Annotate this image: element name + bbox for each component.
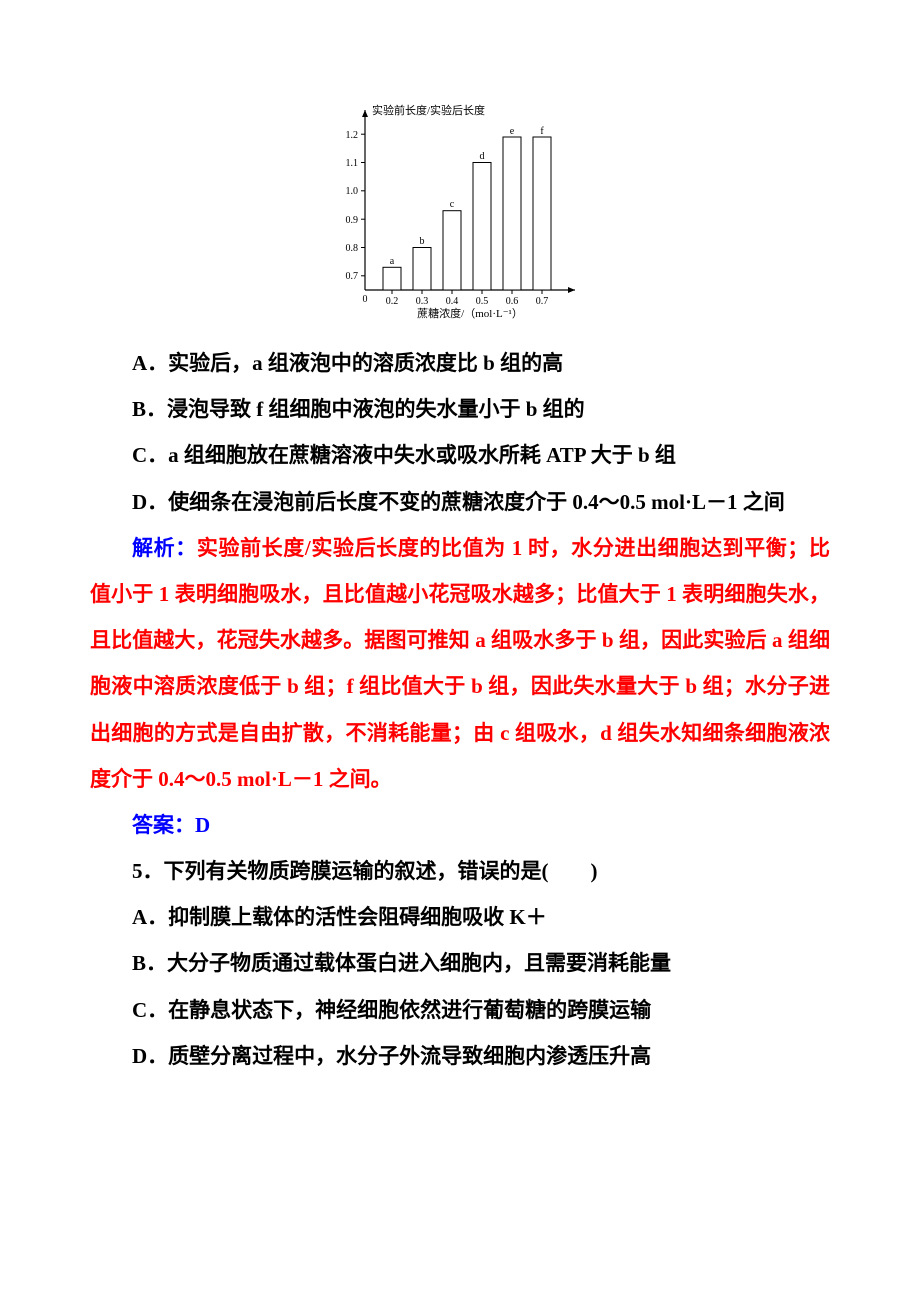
bar-label-b: b xyxy=(420,236,425,247)
xtick-0: 0 xyxy=(363,294,368,305)
q5-option-b: B．大分子物质通过载体蛋白进入细胞内，且需要消耗能量 xyxy=(90,940,830,986)
ytick-5: 1.2 xyxy=(346,130,359,141)
bar-label-c: c xyxy=(450,199,455,210)
bar-label-d: d xyxy=(480,151,485,162)
bar-label-e: e xyxy=(510,126,515,137)
answer-line: 答案：D xyxy=(90,802,830,848)
option-d: D．使细条在浸泡前后长度不变的蔗糖浓度介于 0.4～0.5 mol·L－1 之间 xyxy=(90,479,830,525)
bar-b xyxy=(413,248,431,291)
option-b: B．浸泡导致 f 组细胞中液泡的失水量小于 b 组的 xyxy=(90,386,830,432)
bar-c xyxy=(443,211,461,290)
xtick-4: 0.5 xyxy=(476,296,489,307)
ytick-0: 0.7 xyxy=(346,271,359,282)
analysis-body: 实验前长度/实验后长度的比值为 1 时，水分进出细胞达到平衡；比值小于 1 表明… xyxy=(90,536,830,791)
option-d-text: D．使细条在浸泡前后长度不变的蔗糖浓度介于 0.4～0.5 mol·L－1 之间 xyxy=(132,490,785,514)
bar-chart-svg: 实验前长度/实验后长度 0.7 0.8 0.9 1.0 1.1 1.2 0 xyxy=(320,100,600,320)
analysis-lead: 解析： xyxy=(132,536,197,560)
ytick-1: 0.8 xyxy=(346,243,359,254)
bar-f xyxy=(533,137,551,290)
q5-option-d: D．质壁分离过程中，水分子外流导致细胞内渗透压升高 xyxy=(90,1033,830,1079)
bar-a xyxy=(383,267,401,290)
option-a: A．实验后，a 组液泡中的溶质浓度比 b 组的高 xyxy=(90,340,830,386)
analysis-paragraph: 解析：实验前长度/实验后长度的比值为 1 时，水分进出细胞达到平衡；比值小于 1… xyxy=(90,525,830,802)
q5-stem: 5．下列有关物质跨膜运输的叙述，错误的是( ) xyxy=(90,848,830,894)
ytick-4: 1.1 xyxy=(346,158,359,169)
bar-label-f: f xyxy=(540,126,544,137)
xtick-6: 0.7 xyxy=(536,296,549,307)
ytick-2: 0.9 xyxy=(346,215,359,226)
option-c: C．a 组细胞放在蔗糖溶液中失水或吸水所耗 ATP 大于 b 组 xyxy=(90,432,830,478)
xtick-1: 0.2 xyxy=(386,296,399,307)
y-axis-title: 实验前长度/实验后长度 xyxy=(372,103,485,117)
xtick-5: 0.6 xyxy=(506,296,519,307)
bar-d xyxy=(473,163,491,291)
q5-option-c: C．在静息状态下，神经细胞依然进行葡萄糖的跨膜运输 xyxy=(90,987,830,1033)
chart-figure: 实验前长度/实验后长度 0.7 0.8 0.9 1.0 1.1 1.2 0 xyxy=(90,100,830,320)
xtick-3: 0.4 xyxy=(446,296,459,307)
bar-label-a: a xyxy=(390,256,395,267)
xtick-2: 0.3 xyxy=(416,296,429,307)
bar-e xyxy=(503,137,521,290)
x-axis-title: 蔗糖浓度/（mol·L⁻¹） xyxy=(417,306,523,320)
q5-option-a: A．抑制膜上载体的活性会阻碍细胞吸收 K＋ xyxy=(90,894,830,940)
ytick-3: 1.0 xyxy=(346,186,359,197)
